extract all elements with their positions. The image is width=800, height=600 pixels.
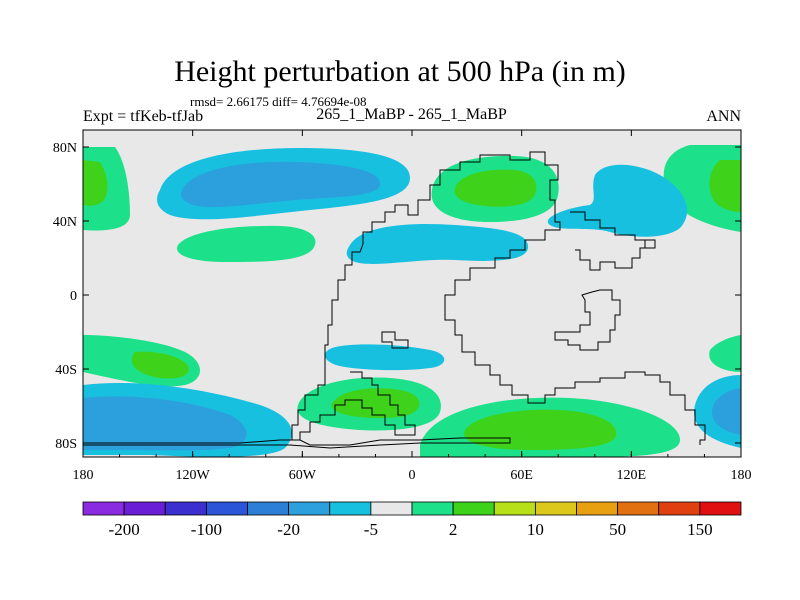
colorbar-swatch bbox=[370, 501, 413, 516]
colorbar-swatch bbox=[576, 501, 619, 516]
colorbar-swatch bbox=[247, 501, 290, 516]
colorbar-swatch bbox=[82, 501, 125, 516]
experiment-label: Expt = tfKeb-tfJab bbox=[83, 108, 204, 125]
map-title: Height perturbation at 500 hPa (in m) bbox=[174, 55, 626, 88]
x-tick-label: 180 bbox=[731, 468, 752, 483]
contour-blue-satlantic bbox=[324, 344, 445, 371]
case-label: 265_1_MaBP - 265_1_MaBP bbox=[316, 106, 507, 123]
colorbar-swatch bbox=[411, 501, 454, 516]
y-tick-label: 0 bbox=[70, 289, 77, 304]
x-axis: 180 120W 60W 0 60E 120E 180 bbox=[73, 130, 752, 483]
colorbar-swatch bbox=[534, 501, 577, 516]
coastline-americas bbox=[291, 243, 416, 441]
colorbar-label: 50 bbox=[609, 520, 626, 539]
colorbar-swatch bbox=[288, 501, 331, 516]
colorbar-swatch bbox=[617, 501, 660, 516]
colorbar-label: -20 bbox=[277, 520, 300, 539]
contour-blue-asia bbox=[547, 164, 688, 237]
colorbar-swatch bbox=[658, 501, 701, 516]
contour-brightgreen-s-indian bbox=[464, 409, 617, 450]
colorbar-swatch bbox=[452, 501, 495, 516]
contour-blue-s-east-core bbox=[712, 388, 741, 435]
colorbar-label: -5 bbox=[364, 520, 378, 539]
coastline-africa-eurasia bbox=[362, 151, 706, 445]
contour-brightgreen-ne bbox=[709, 160, 741, 212]
contour-blue-npacific-core bbox=[180, 161, 381, 208]
contour-brightgreen-atlantic bbox=[454, 169, 537, 207]
y-axis: 80N 40N 0 40S 80S bbox=[53, 141, 741, 452]
coastline-island-b bbox=[644, 239, 656, 249]
coastline-australia bbox=[554, 289, 621, 351]
colorbar: -200 -100 -20 -5 2 10 50 150 bbox=[82, 501, 742, 539]
y-tick-label: 40N bbox=[53, 215, 77, 230]
colorbar-swatch bbox=[164, 501, 207, 516]
contour-blue-southern-west-core bbox=[83, 396, 247, 451]
colorbar-swatch bbox=[699, 501, 742, 516]
contour-brightgreen-nw bbox=[83, 160, 108, 206]
colorbar-swatch bbox=[123, 501, 166, 516]
colorbar-swatch bbox=[205, 501, 248, 516]
coastlines bbox=[83, 151, 706, 449]
contour-brightgreen-s-atlantic bbox=[331, 388, 420, 419]
x-tick-label: 60W bbox=[289, 468, 317, 483]
x-tick-label: 180 bbox=[73, 468, 94, 483]
contour-green-seindian bbox=[709, 335, 741, 372]
coastline-asia-east bbox=[570, 211, 656, 271]
colorbar-swatch bbox=[329, 501, 372, 516]
colorbar-label: 2 bbox=[449, 520, 458, 539]
colorbar-label: -100 bbox=[191, 520, 222, 539]
colorbar-label: -200 bbox=[109, 520, 140, 539]
x-tick-label: 120E bbox=[617, 468, 647, 483]
stats-label: rmsd= 2.66175 diff= 4.76694e-08 bbox=[190, 94, 367, 109]
y-tick-label: 40S bbox=[55, 363, 77, 378]
season-label: ANN bbox=[706, 108, 741, 125]
colorbar-label: 150 bbox=[687, 520, 713, 539]
x-tick-label: 60E bbox=[510, 468, 533, 483]
x-tick-label: 120W bbox=[176, 468, 211, 483]
contour-blue-europe bbox=[346, 224, 529, 264]
y-tick-label: 80S bbox=[55, 437, 77, 452]
y-tick-label: 80N bbox=[53, 141, 77, 156]
colorbar-label: 10 bbox=[527, 520, 544, 539]
contour-brightgreen-spacific bbox=[131, 351, 189, 379]
coastline-antarctica bbox=[83, 437, 511, 449]
colorbar-swatch bbox=[493, 501, 536, 516]
x-tick-label: 0 bbox=[409, 468, 416, 483]
coastline-island-a bbox=[381, 331, 409, 349]
contour-green-npacific-band bbox=[177, 225, 316, 262]
contour-field bbox=[83, 130, 741, 457]
